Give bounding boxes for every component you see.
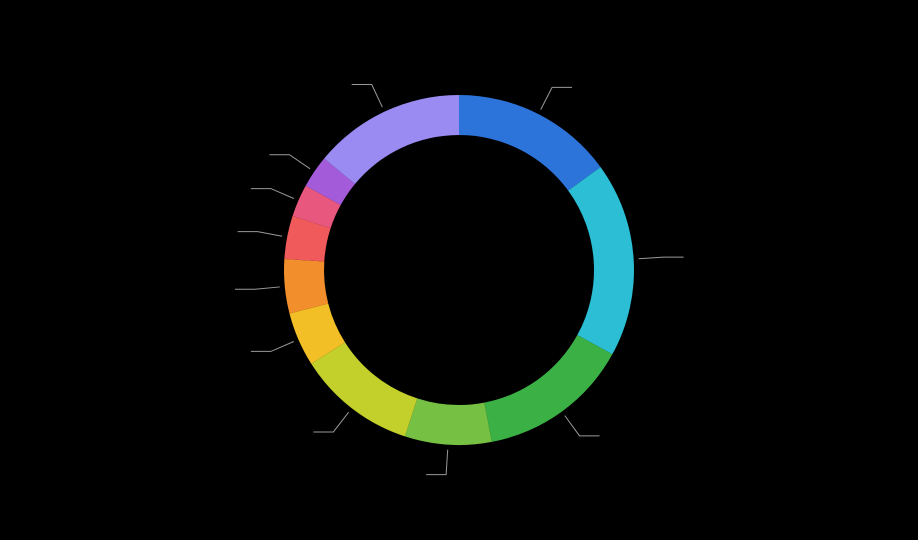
donut-slice bbox=[405, 398, 492, 445]
donut-chart bbox=[0, 0, 918, 540]
chart-background bbox=[0, 0, 918, 540]
